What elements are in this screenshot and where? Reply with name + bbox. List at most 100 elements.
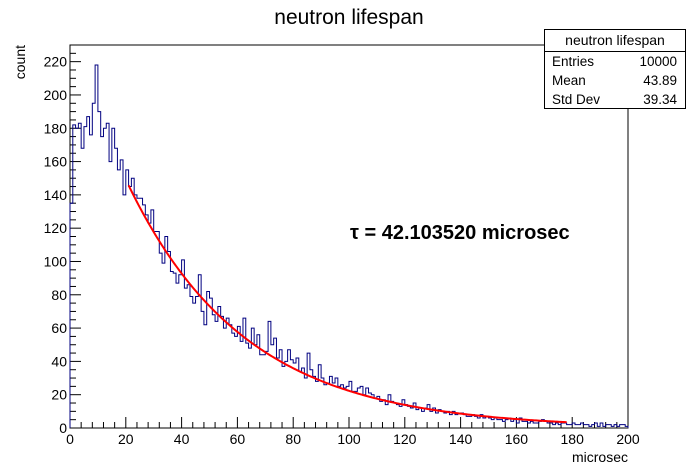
- x-tick-label: 200: [616, 431, 640, 447]
- histogram-bin: [223, 328, 226, 428]
- histogram-bin: [120, 160, 123, 428]
- stats-label: Entries: [552, 54, 595, 69]
- y-tick-label: 160: [44, 154, 68, 170]
- histogram-bin: [246, 343, 249, 428]
- histogram-bin: [343, 388, 346, 428]
- tau-annotation: τ = 42.103520 microsec: [350, 222, 570, 244]
- histogram-bin: [117, 170, 120, 428]
- histogram-bin: [143, 205, 146, 428]
- fit-curve: [127, 184, 567, 424]
- histogram-bin: [129, 187, 132, 428]
- histogram-bin: [215, 321, 218, 428]
- histogram-bin: [156, 232, 159, 428]
- histogram-bin: [338, 386, 341, 428]
- histogram-bin: [316, 381, 319, 428]
- x-tick-label: 80: [285, 431, 301, 447]
- histogram-bin: [106, 123, 109, 428]
- histogram-bin: [374, 398, 377, 428]
- histogram-bin: [134, 195, 137, 428]
- histogram-bin: [173, 273, 176, 428]
- histogram-bin: [210, 298, 213, 428]
- histogram-bin: [263, 355, 266, 428]
- histogram-bin: [396, 405, 399, 428]
- histogram-bin: [254, 345, 257, 428]
- histogram-bin: [187, 285, 190, 428]
- histogram-bin: [87, 117, 90, 428]
- histogram-bin: [140, 198, 143, 428]
- x-tick-label: 60: [230, 431, 246, 447]
- y-tick-label: 220: [44, 54, 68, 70]
- histogram-bin: [165, 237, 168, 429]
- histogram-bin: [154, 232, 157, 428]
- histogram-outline: [69, 64, 629, 428]
- x-tick-label: 40: [174, 431, 190, 447]
- histogram-bin: [232, 333, 235, 428]
- histogram-bin: [533, 423, 536, 428]
- histogram-bin: [511, 421, 514, 428]
- histogram-bin: [190, 296, 193, 428]
- y-tick-label: 200: [44, 87, 68, 103]
- histogram-bin: [81, 148, 84, 428]
- histogram-bin: [126, 170, 129, 428]
- histogram-bin: [201, 311, 204, 428]
- y-tick-label: 100: [44, 253, 68, 269]
- histogram-bin: [285, 361, 288, 428]
- y-tick-label: 40: [51, 353, 67, 369]
- histogram-bin: [226, 318, 229, 428]
- histogram-bin: [212, 315, 215, 428]
- histogram-bin: [221, 316, 224, 428]
- histogram-bin: [265, 351, 268, 428]
- stats-row-mean: Mean 43.89: [545, 71, 685, 90]
- histogram-bin: [98, 112, 101, 428]
- histogram-bin: [321, 378, 324, 428]
- stats-value: 10000: [639, 54, 677, 69]
- histogram-bins: [70, 65, 628, 428]
- x-tick-label: 140: [449, 431, 473, 447]
- histogram-bin: [137, 198, 140, 428]
- histogram-bin: [352, 391, 355, 428]
- y-tick-label: 20: [51, 387, 67, 403]
- stats-label: Mean: [552, 73, 586, 88]
- histogram-bin: [101, 137, 104, 428]
- x-tick-label: 160: [505, 431, 529, 447]
- histogram-bin: [109, 162, 112, 428]
- stats-label: Std Dev: [552, 92, 601, 107]
- histogram-bin: [204, 325, 207, 428]
- histogram-bin: [229, 325, 232, 428]
- histogram-bin: [276, 358, 279, 428]
- histogram-bin: [159, 253, 162, 428]
- histogram-bin: [95, 65, 98, 428]
- tick-labels: 0 20 40 60 80 100 120 140 160 180 200 0 20 40 60 80 100 1…: [44, 54, 640, 447]
- histogram-bin: [131, 178, 134, 428]
- stats-row-entries: Entries 10000: [545, 52, 685, 71]
- histogram-bin: [477, 418, 480, 428]
- histogram-bin: [84, 127, 87, 428]
- histogram-bin: [341, 385, 344, 428]
- histogram-bin: [168, 251, 171, 428]
- histogram-bin: [441, 411, 444, 428]
- histogram-bin: [103, 128, 106, 428]
- histogram-bin: [249, 348, 252, 428]
- y-tick-label: 0: [59, 420, 67, 436]
- histogram-bin: [90, 135, 93, 428]
- stats-row-std-dev: Std Dev 39.34: [545, 90, 685, 109]
- histogram-bin: [355, 391, 358, 428]
- histogram-bin: [313, 376, 316, 428]
- histogram-bin: [92, 103, 95, 428]
- stats-value: 39.34: [643, 92, 677, 107]
- x-tick-label: 100: [337, 431, 361, 447]
- histogram-bin: [78, 123, 81, 428]
- x-axis-label: microsec: [572, 449, 628, 465]
- histogram-bin: [408, 406, 411, 428]
- histogram-bin: [324, 385, 327, 428]
- histogram-bin: [260, 355, 263, 428]
- histogram-bin: [179, 275, 182, 428]
- histogram-bin: [497, 420, 500, 428]
- histogram-bin: [399, 406, 402, 428]
- y-tick-label: 60: [51, 320, 67, 336]
- y-tick-label: 140: [44, 187, 68, 203]
- y-tick-label: 180: [44, 120, 68, 136]
- y-tick-label: 80: [51, 287, 67, 303]
- histogram-bin: [522, 421, 525, 428]
